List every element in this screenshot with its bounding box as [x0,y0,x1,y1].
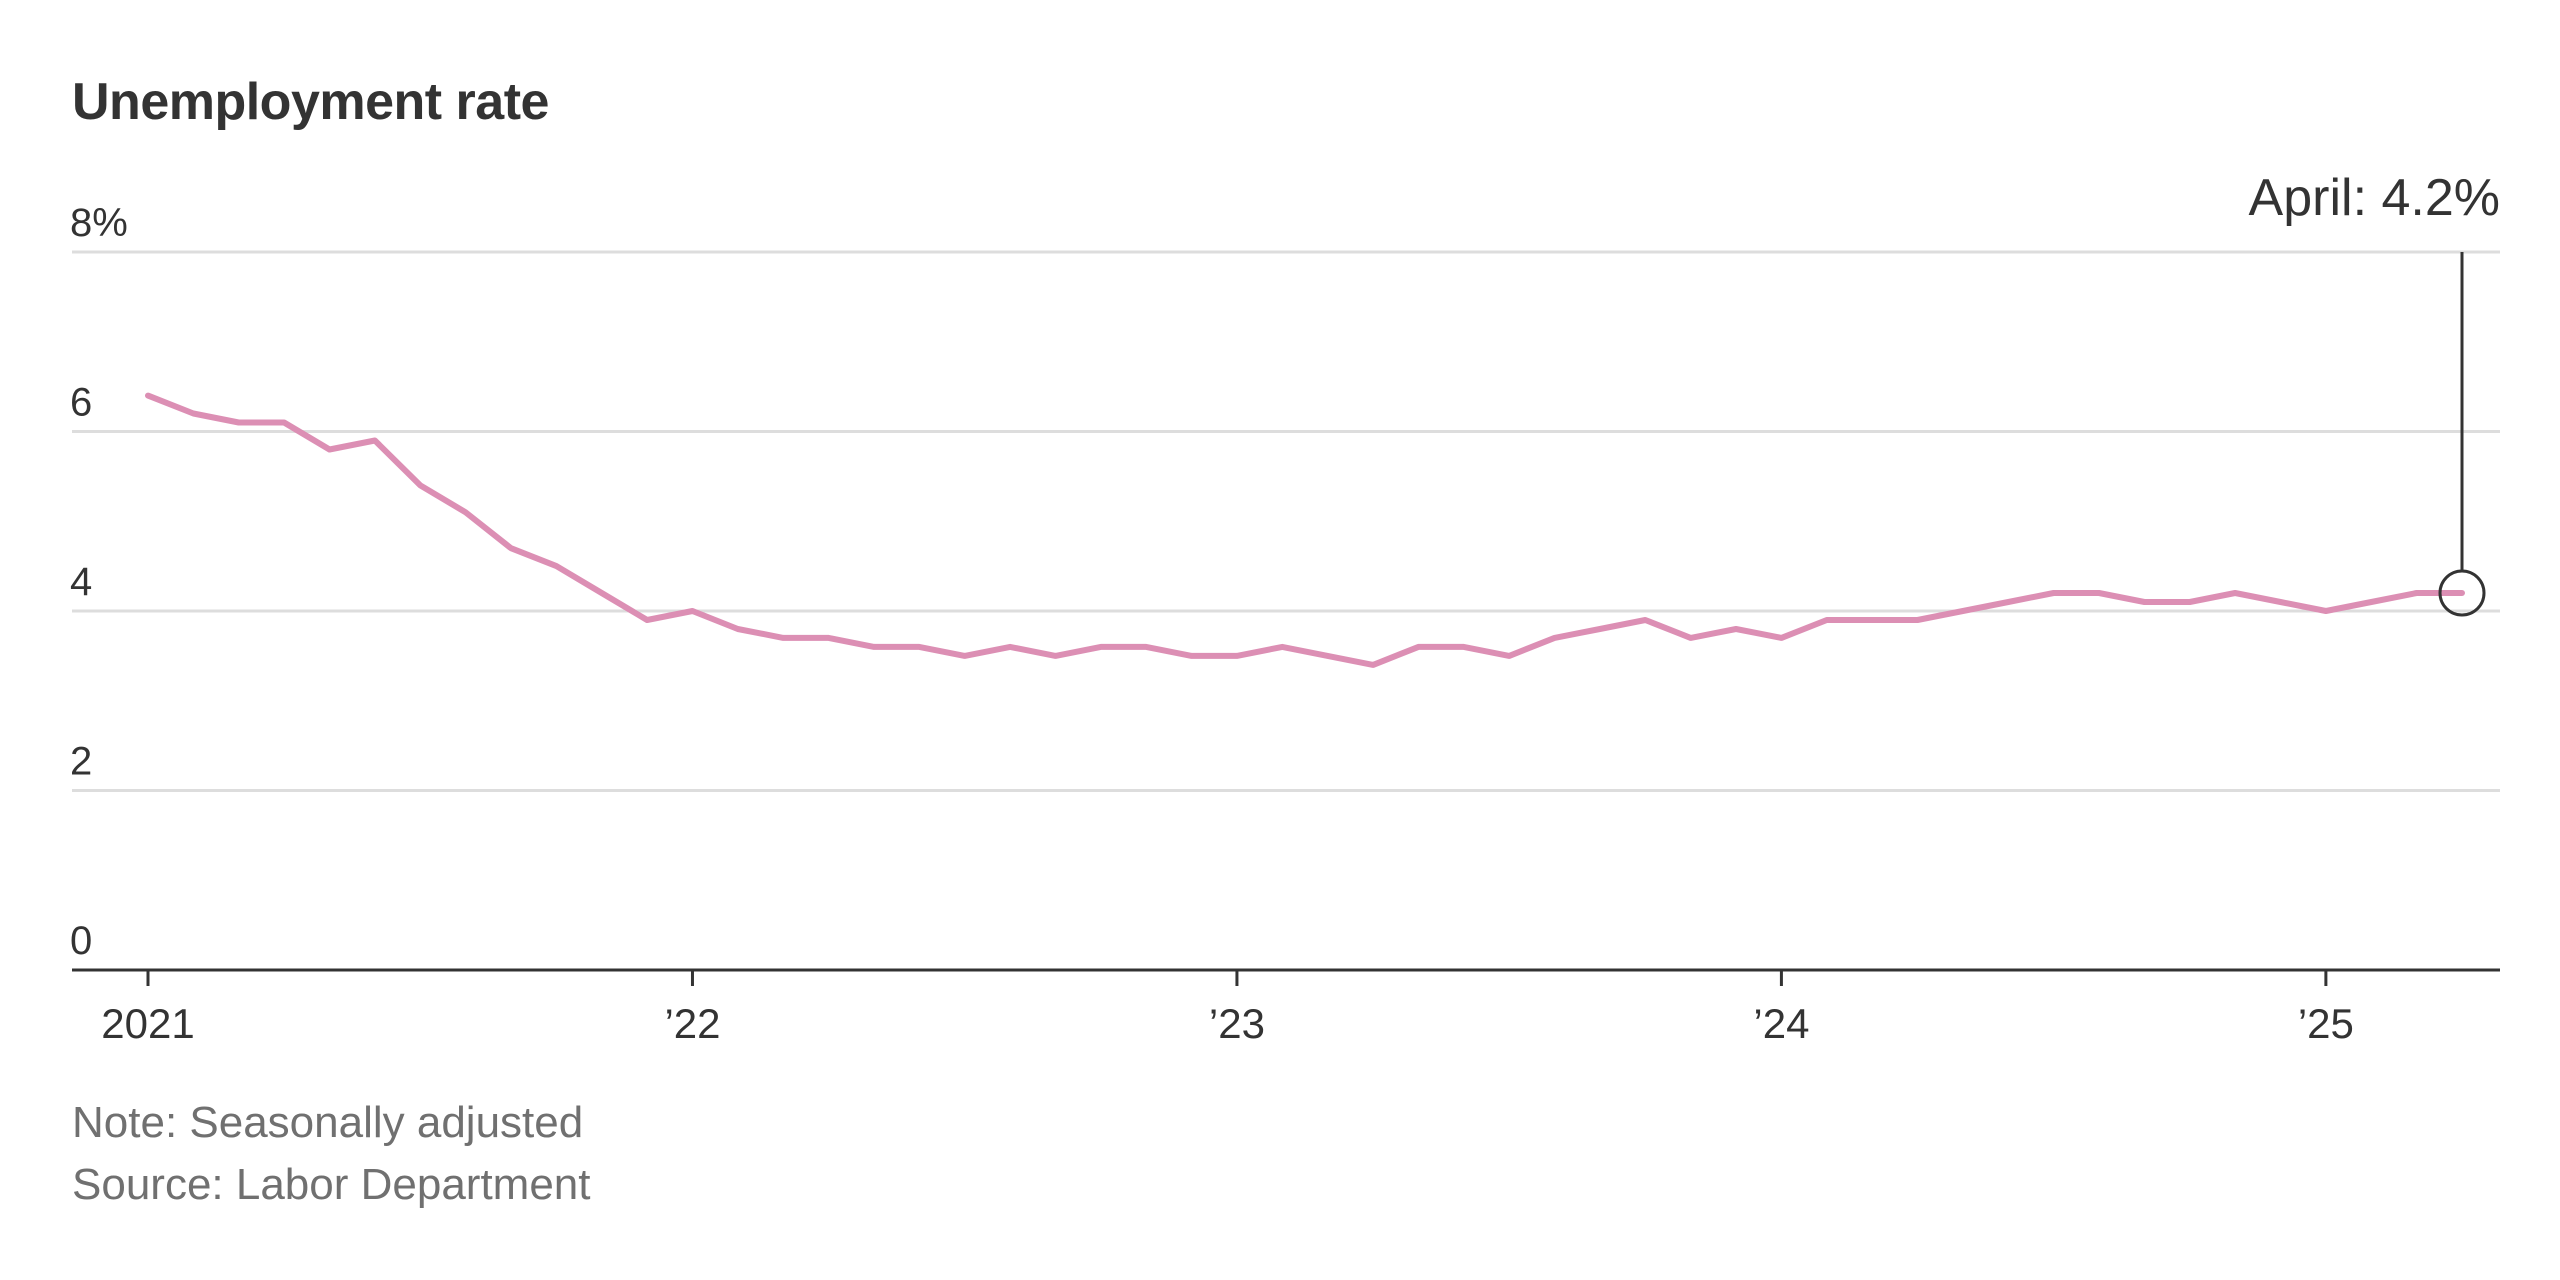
chart-title: Unemployment rate [72,73,549,131]
data-point [2459,590,2465,596]
x-tick-label-2024-01: ’24 [1753,1000,1809,1047]
data-point [326,446,332,452]
data-point [1052,653,1058,659]
data-point [1143,644,1149,650]
data-point [1189,653,1195,659]
data-point [1733,626,1739,632]
data-point [2051,590,2057,596]
y-axis-tick-labels: 0 2 4 6 8% [70,201,128,963]
data-point [190,411,196,417]
data-point [2414,590,2420,596]
gridlines [72,250,2500,792]
data-point [735,626,741,632]
data-point [1688,635,1694,641]
data-point [2005,599,2011,605]
data-point [962,653,968,659]
data-point [2232,590,2238,596]
x-axis-tick-labels: 2021 ’22 ’23 ’24 ’25 [101,1000,2354,1047]
data-point [871,644,877,650]
data-point [463,509,469,515]
data-point [236,420,242,426]
data-point [508,545,514,551]
annotation-marker [2438,569,2486,617]
data-point [1325,653,1331,659]
data-point [417,482,423,488]
data-point [2368,599,2374,605]
data-point [599,590,605,596]
data-point [1960,608,1966,614]
x-axis [72,968,2500,986]
data-point [644,617,650,623]
data-point [2096,590,2102,596]
data-point [1552,635,1558,641]
data-point [1279,644,1285,650]
chart-note: Note: Seasonally adjusted [72,1098,584,1147]
chart-source: Source: Labor Department [72,1160,591,1209]
data-point [1415,644,1421,650]
data-point [2187,599,2193,605]
data-point [2278,599,2284,605]
data-point [2141,599,2147,605]
data-point [689,608,695,614]
x-tick-label-2022-01: ’22 [664,1000,720,1047]
data-point [1824,617,1830,623]
annotation: April: 4.2% [2249,169,2500,617]
data-point [281,420,287,426]
data-point [372,437,378,443]
y-tick-label-6: 6 [70,381,92,425]
data-point [1778,635,1784,641]
y-tick-label-4: 4 [70,560,92,604]
data-point [826,635,832,641]
annotation-label: April: 4.2% [2249,169,2500,227]
series-layer [145,392,2465,668]
data-point [1915,617,1921,623]
data-point [1461,644,1467,650]
y-tick-label-0: 0 [70,919,92,963]
y-tick-label-8: 8% [70,201,128,245]
series-line-0 [145,392,2465,668]
data-point [1098,644,1104,650]
data-point [1642,617,1648,623]
data-point [1234,653,1240,659]
y-tick-label-2: 2 [70,740,92,784]
data-point [1597,626,1603,632]
data-point [1869,617,1875,623]
x-tick-label-2025-01: ’25 [2298,1000,2354,1047]
x-tick-label-2021-01: 2021 [101,1000,194,1047]
data-point [916,644,922,650]
x-tick-label-2023-01: ’23 [1209,1000,1265,1047]
data-point [1370,662,1376,668]
data-point [2323,608,2329,614]
data-point [780,635,786,641]
data-point [553,563,559,569]
data-point [145,393,151,399]
data-point [1506,653,1512,659]
data-point [1007,644,1013,650]
